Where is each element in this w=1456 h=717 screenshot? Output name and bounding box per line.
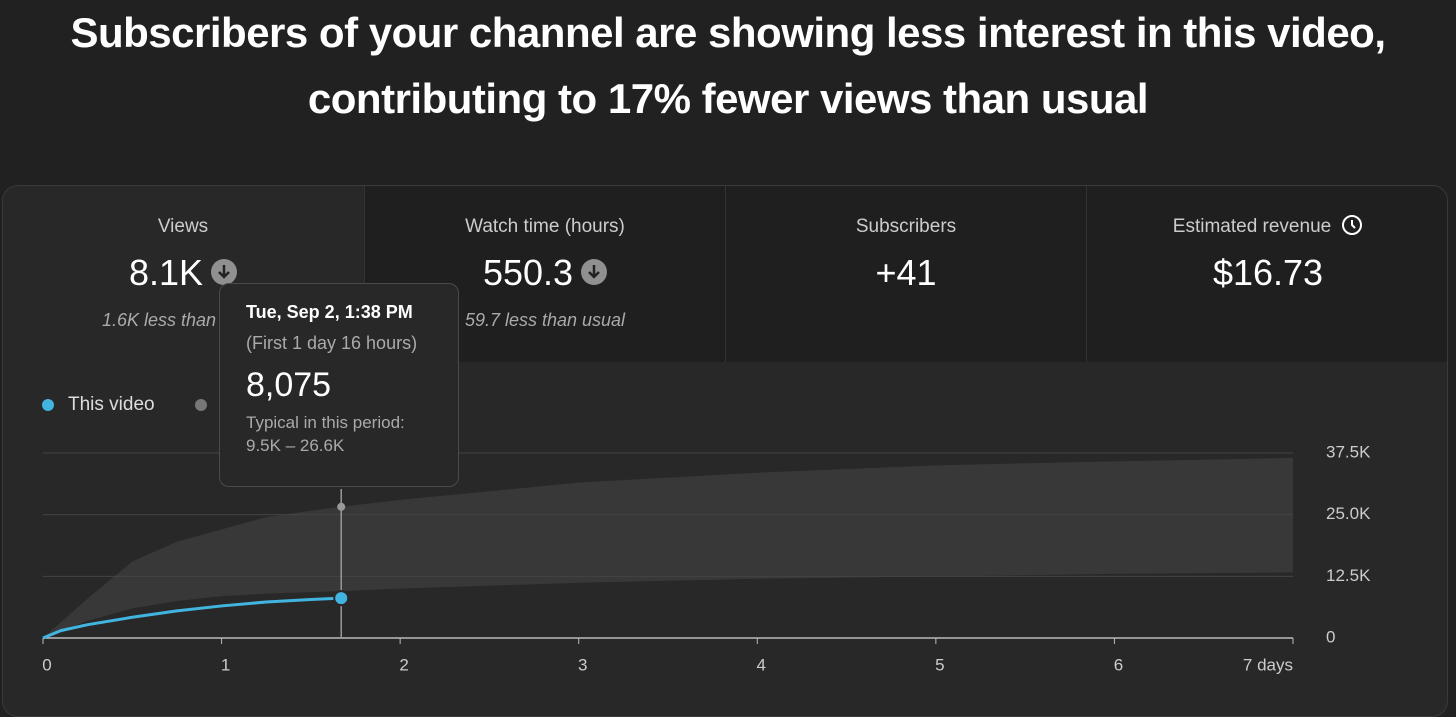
typical-band bbox=[43, 457, 1293, 638]
metric-value: $16.73 bbox=[1212, 252, 1324, 293]
tooltip-date: Tue, Sep 2, 1:38 PM bbox=[246, 302, 413, 322]
tooltip-value: 8,075 bbox=[246, 366, 332, 404]
x-tick-label: 1 bbox=[221, 655, 230, 674]
metric-value: 8.1K bbox=[128, 252, 204, 293]
legend-dot bbox=[42, 399, 54, 411]
clock-icon bbox=[1342, 215, 1363, 235]
headline: Subscribers of your channel are showing … bbox=[70, 9, 1386, 122]
x-tick-label: 2 bbox=[399, 655, 408, 674]
tooltip-period: (First 1 day 16 hours) bbox=[246, 333, 418, 353]
tooltip-typical-label: Typical in this period: bbox=[246, 413, 405, 432]
down-icon bbox=[581, 259, 608, 286]
hover-band-dot bbox=[337, 502, 346, 511]
x-tick-label: 4 bbox=[757, 655, 766, 674]
legend-dot bbox=[195, 399, 207, 411]
metric-label: Subscribers bbox=[855, 216, 957, 237]
x-tick-label: 6 bbox=[1114, 655, 1123, 674]
y-tick-label: 0 bbox=[1326, 627, 1335, 646]
metric-card[interactable]: Estimated revenue $16.73 bbox=[1086, 186, 1447, 362]
y-tick-label: 12.5K bbox=[1326, 566, 1371, 585]
legend-label: This video bbox=[68, 394, 155, 415]
metric-label: Estimated revenue bbox=[1172, 216, 1332, 238]
series-line bbox=[42, 596, 342, 640]
metric-value-row: 8.1K bbox=[3, 252, 363, 294]
metric-value-row: 550.3 bbox=[365, 252, 725, 294]
y-tick-label: 37.5K bbox=[1326, 442, 1371, 461]
metric-value: +41 bbox=[875, 252, 937, 293]
metric-card[interactable]: Subscribers +41 bbox=[725, 186, 1086, 362]
tooltip: Tue, Sep 2, 1:38 PM (First 1 day 16 hour… bbox=[219, 283, 459, 487]
x-tick-label: 3 bbox=[578, 655, 587, 674]
hover-dot bbox=[333, 590, 350, 607]
metric-label: Views bbox=[157, 216, 209, 237]
x-tick-label: 5 bbox=[935, 655, 944, 674]
metric-card[interactable]: Watch time (hours) 550.3 59.7 less than … bbox=[364, 186, 725, 362]
y-tick-label: 25.0K bbox=[1326, 504, 1371, 523]
x-tick-label: 7 days bbox=[1243, 655, 1293, 674]
metric-label: Watch time (hours) bbox=[465, 216, 625, 237]
tooltip-typical-range: 9.5K – 26.6K bbox=[246, 436, 345, 455]
metric-label-row: Estimated revenue bbox=[1087, 215, 1447, 238]
metric-note: 59.7 less than usual bbox=[464, 310, 626, 330]
metric-value: 550.3 bbox=[482, 252, 574, 293]
down-icon bbox=[211, 259, 238, 286]
x-tick-label: 0 bbox=[42, 655, 51, 674]
